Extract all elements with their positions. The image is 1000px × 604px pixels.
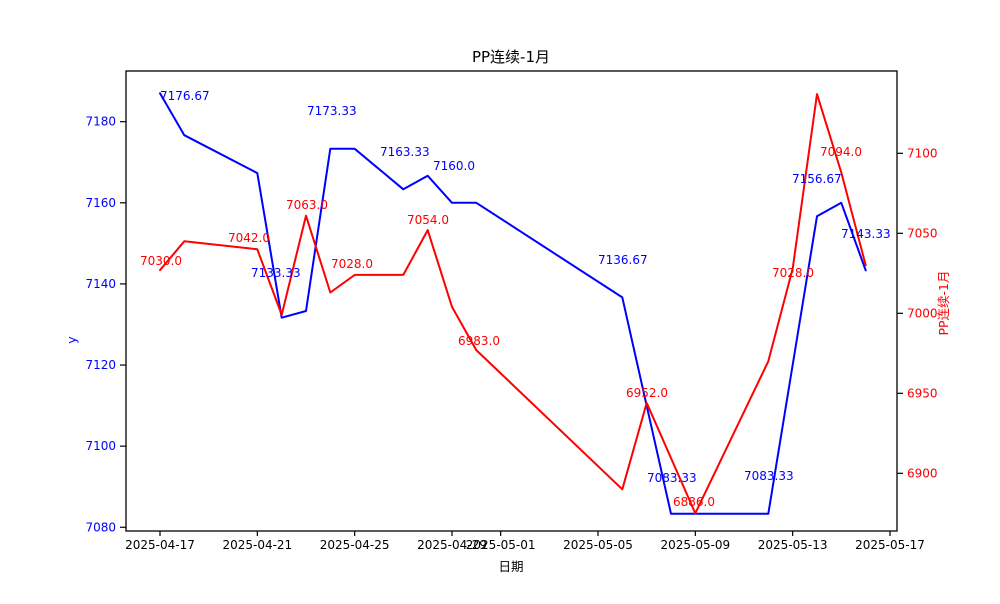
point-label: 7028.0	[772, 266, 814, 280]
series-line-y	[159, 92, 867, 515]
x-tick-label: 2025-05-13	[758, 538, 828, 552]
x-tick-label: 2025-04-29	[417, 538, 487, 552]
chart-title: PP连续-1月	[472, 48, 550, 66]
point-label: 6886.0	[673, 495, 715, 509]
right-tick-label: 7000	[907, 306, 938, 320]
point-label: 7176.67	[160, 89, 210, 103]
right-y-axis-label: PP连续-1月	[936, 270, 951, 335]
point-label: 7136.67	[598, 253, 648, 267]
point-label: 7063.0	[286, 198, 328, 212]
x-tick-label: 2025-05-17	[855, 538, 925, 552]
left-tick-label: 7180	[85, 115, 116, 129]
x-tick-label: 2025-04-17	[125, 538, 195, 552]
point-label: 7083.33	[744, 469, 794, 483]
point-label: 7054.0	[407, 213, 449, 227]
x-tick-label: 2025-05-01	[466, 538, 536, 552]
point-label: 7028.0	[331, 257, 373, 271]
left-tick-label: 7140	[85, 277, 116, 291]
axis-ticks: 2025-04-17 2025-04-21 2025-04-25 2025-04-29…	[85, 115, 937, 552]
left-tick-label: 7080	[85, 520, 116, 534]
point-label: 7143.33	[841, 227, 891, 241]
x-tick-label: 2025-04-21	[222, 538, 292, 552]
point-label: 7156.67	[792, 172, 842, 186]
x-tick-label: 2025-05-09	[660, 538, 730, 552]
point-label: 7030.0	[140, 254, 182, 268]
point-label: 7094.0	[820, 145, 862, 159]
right-tick-label: 7100	[907, 146, 938, 160]
point-label: 6952.0	[626, 386, 668, 400]
point-label: 6983.0	[458, 334, 500, 348]
left-y-axis-label: y	[64, 336, 79, 344]
right-tick-label: 7050	[907, 226, 938, 240]
point-label: 7173.33	[307, 104, 357, 118]
series-lines	[159, 92, 867, 515]
point-label: 7042.0	[228, 231, 270, 245]
left-tick-label: 7120	[85, 358, 116, 372]
right-tick-label: 6950	[907, 386, 938, 400]
x-tick-label: 2025-04-25	[320, 538, 390, 552]
x-axis-label: 日期	[498, 559, 523, 574]
left-tick-label: 7160	[85, 196, 116, 210]
point-label: 7163.33	[380, 145, 430, 159]
point-label: 7160.0	[433, 159, 475, 173]
point-label: 7133.33	[251, 266, 301, 280]
plot-frame	[125, 70, 898, 532]
series-line-pp	[159, 93, 867, 515]
x-tick-label: 2025-05-05	[563, 538, 633, 552]
point-label: 7083.33	[647, 471, 697, 485]
left-tick-label: 7100	[85, 439, 116, 453]
right-tick-label: 6900	[907, 466, 938, 480]
